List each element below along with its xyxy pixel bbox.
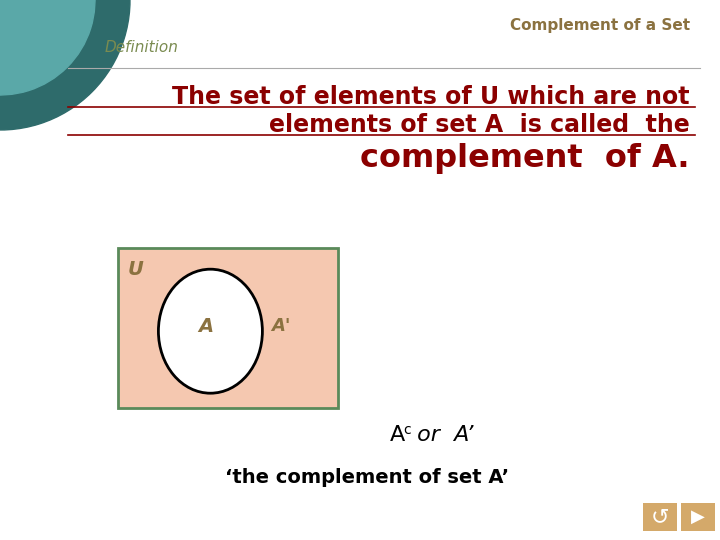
Text: Complement of a Set: Complement of a Set bbox=[510, 18, 690, 33]
Text: or  A’: or A’ bbox=[410, 425, 474, 445]
Wedge shape bbox=[0, 0, 95, 95]
Wedge shape bbox=[0, 0, 130, 130]
Bar bbox=[681, 503, 715, 531]
Text: complement  of A.: complement of A. bbox=[361, 143, 690, 174]
Text: A': A' bbox=[271, 317, 290, 335]
Text: Definition: Definition bbox=[105, 40, 179, 55]
Text: ↺: ↺ bbox=[651, 507, 670, 527]
Ellipse shape bbox=[158, 269, 262, 393]
Text: c: c bbox=[403, 423, 410, 437]
Text: elements of set A  is called  the: elements of set A is called the bbox=[269, 113, 690, 137]
Text: The set of elements of U which are not: The set of elements of U which are not bbox=[173, 85, 690, 109]
Text: A: A bbox=[390, 425, 405, 445]
Text: ‘the complement of set A’: ‘the complement of set A’ bbox=[225, 468, 509, 487]
Bar bbox=[643, 503, 677, 531]
Text: U: U bbox=[128, 260, 144, 279]
Text: ▶: ▶ bbox=[691, 508, 705, 526]
Bar bbox=[118, 248, 338, 408]
Text: A: A bbox=[198, 316, 213, 336]
